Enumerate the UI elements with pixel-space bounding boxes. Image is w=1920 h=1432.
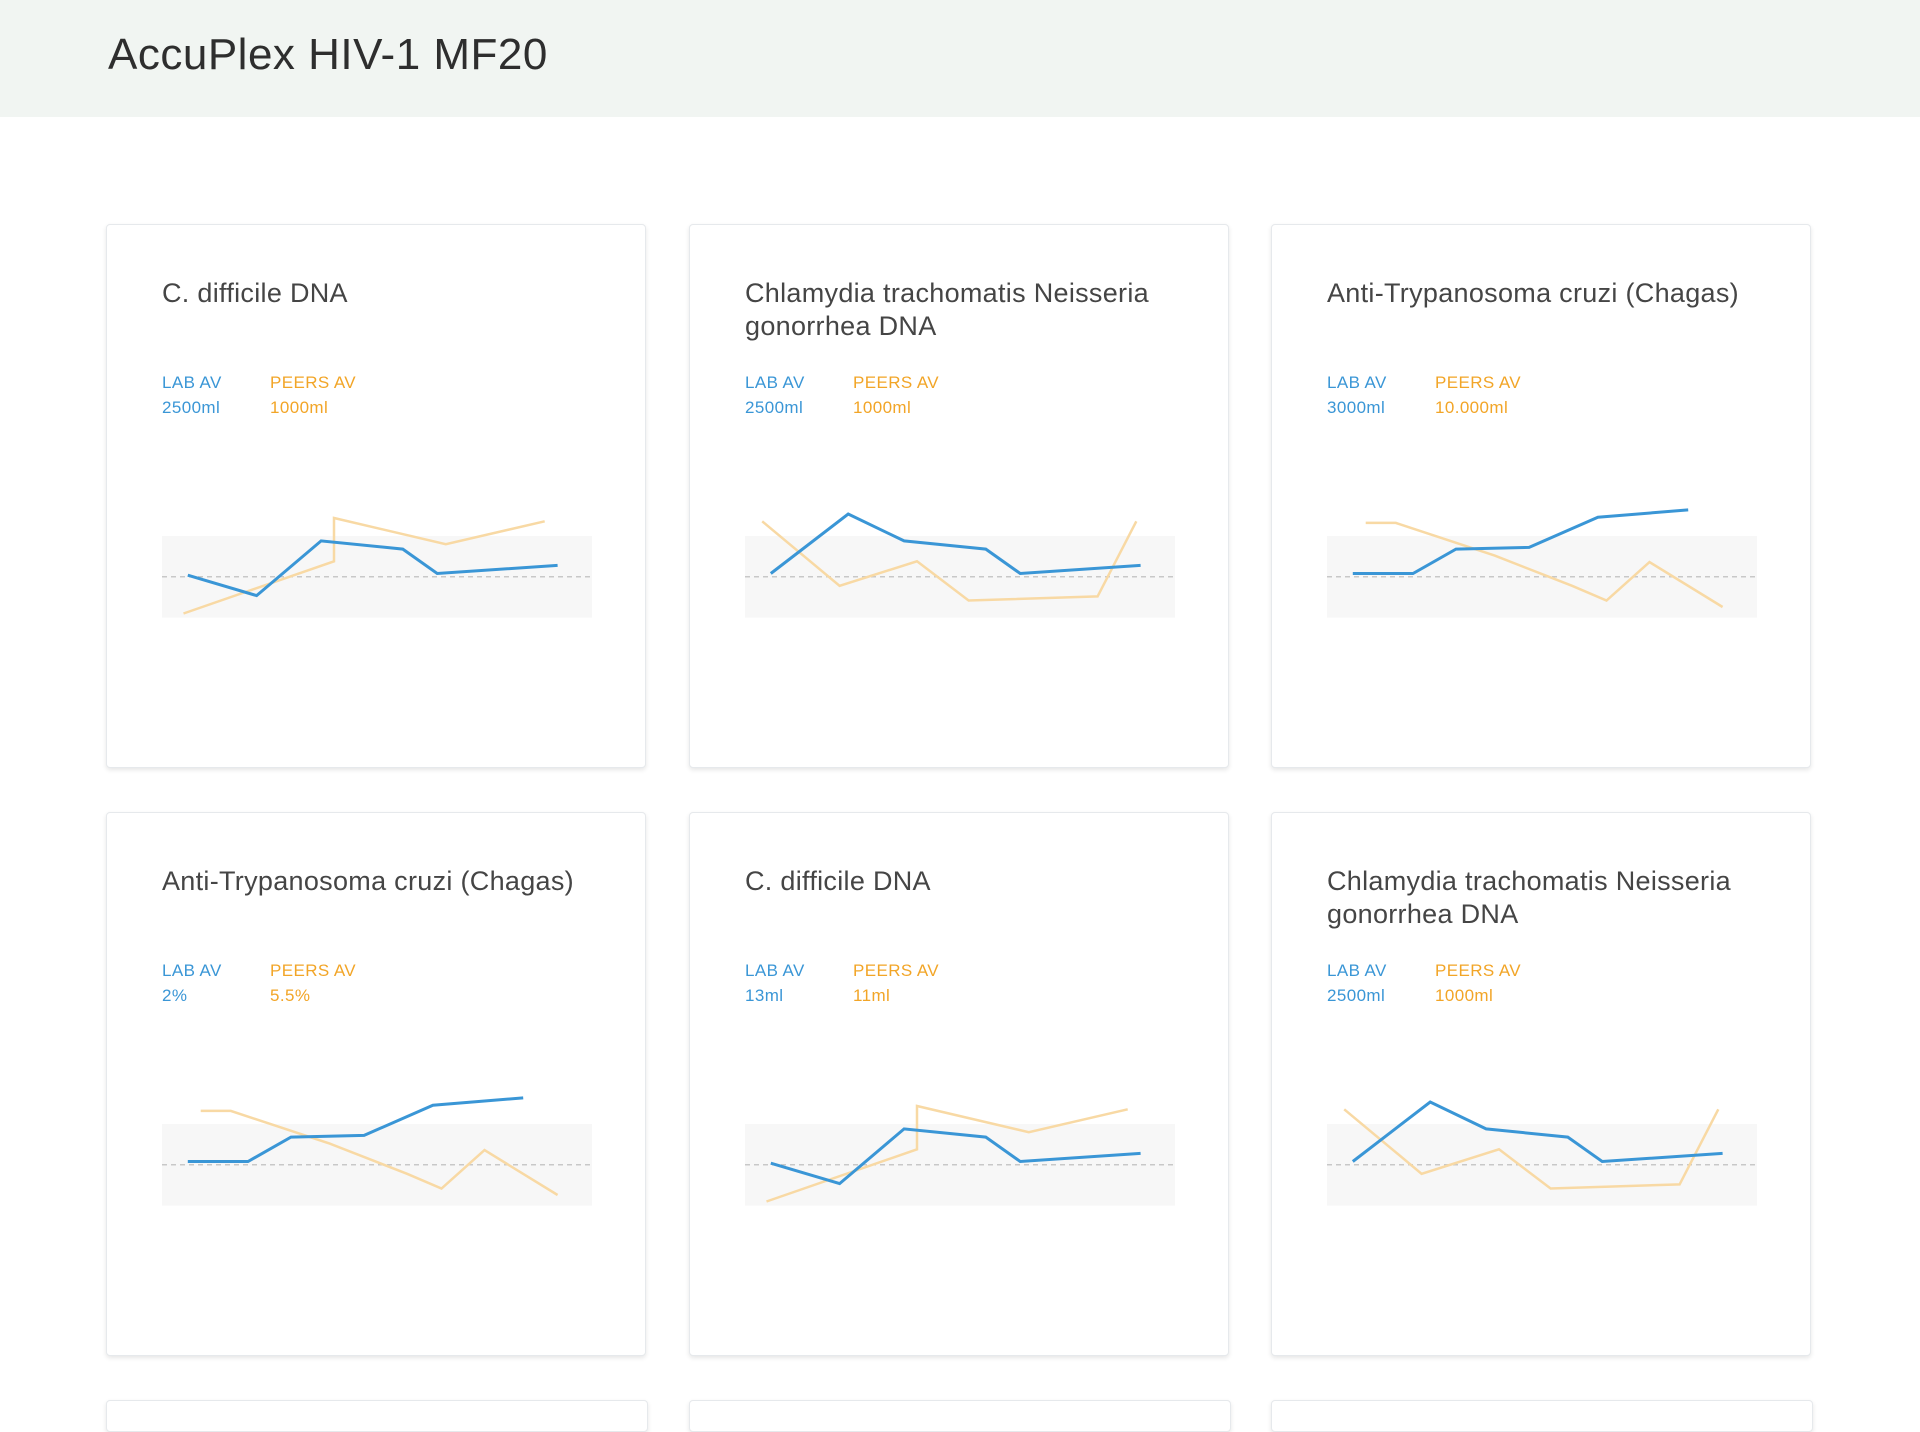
chart-card[interactable]: Anti-Trypanosoma cruzi (Chagas) LAB AV 3… [1271,224,1811,768]
peers-series-line [761,520,1138,602]
peers-average-value: 1000ml [270,398,329,417]
card-title: C. difficile DNA [162,278,348,308]
peers-average-value: 10.000ml [1435,398,1509,417]
lab-series-line [187,1096,524,1163]
peers-average-label: PEERS AV [853,961,940,980]
line-chart [162,1096,592,1206]
lab-average-label: LAB AV [1327,961,1387,980]
peers-series-line [1343,1108,1720,1190]
peers-average: PEERS AV 1000ml [1435,958,1521,1008]
lab-average-value: 2500ml [162,398,221,417]
peers-average-label: PEERS AV [1435,961,1522,980]
lab-series-line [1351,1100,1723,1164]
chart-card[interactable]: Chlamydia trachomatis Neisseria gonorrhe… [689,224,1229,768]
target-range-band [745,1124,1175,1206]
target-range-band [162,1124,592,1206]
lab-average: LAB AV 2% [162,958,222,1008]
peers-series-line [183,516,545,615]
peers-average-value: 1000ml [1435,986,1494,1005]
peers-average-label: PEERS AV [853,373,940,392]
peers-average-label: PEERS AV [270,961,357,980]
lab-series-line [769,512,1141,576]
line-chart [1327,508,1757,618]
card-title: Anti-Trypanosoma cruzi (Chagas) [1327,278,1739,308]
peers-series-line [200,1109,559,1197]
lab-average-value: 2% [162,986,188,1005]
line-chart [1327,1100,1757,1206]
peers-average-value: 5.5% [270,986,311,1005]
lab-series-line [1352,508,1689,575]
peers-average-value: 11ml [853,986,891,1005]
chart-card[interactable]: Chlamydia trachomatis Neisseria gonorrhe… [1271,812,1811,1356]
line-chart [745,512,1175,618]
chart-card-partial[interactable] [689,1400,1231,1432]
lab-average: LAB AV 2500ml [1327,958,1387,1008]
target-range-band [1327,536,1757,618]
card-title: C. difficile DNA [745,866,931,896]
line-chart [745,1104,1175,1206]
line-chart [162,516,592,618]
peers-average: PEERS AV 10.000ml [1435,370,1521,420]
lab-average-value: 13ml [745,986,784,1005]
lab-average-label: LAB AV [745,373,805,392]
peers-average-value: 1000ml [853,398,912,417]
lab-average: LAB AV 13ml [745,958,805,1008]
lab-average-label: LAB AV [1327,373,1387,392]
lab-series-line [187,539,558,598]
target-range-band [745,536,1175,618]
top-header-bar: AccuPlex HIV-1 MF20 [0,0,1920,117]
chart-card[interactable]: C. difficile DNA LAB AV 2500ml PEERS AV … [106,224,646,768]
target-range-band [1327,1124,1757,1206]
lab-average: LAB AV 3000ml [1327,370,1387,420]
peers-average-label: PEERS AV [270,373,357,392]
card-title: Anti-Trypanosoma cruzi (Chagas) [162,866,574,896]
lab-average-label: LAB AV [745,961,805,980]
lab-series-line [770,1127,1141,1186]
peers-average: PEERS AV 1000ml [270,370,356,420]
lab-average-value: 3000ml [1327,398,1386,417]
peers-series-line [1365,521,1724,609]
chart-card-partial[interactable] [106,1400,648,1432]
lab-average-label: LAB AV [162,373,222,392]
card-title: Chlamydia trachomatis Neisseria gonorrhe… [1327,866,1731,929]
chart-card[interactable]: C. difficile DNA LAB AV 13ml PEERS AV 11… [689,812,1229,1356]
peers-series-line [766,1104,1128,1203]
chart-card[interactable]: Anti-Trypanosoma cruzi (Chagas) LAB AV 2… [106,812,646,1356]
lab-average-value: 2500ml [745,398,804,417]
chart-card-partial[interactable] [1271,1400,1813,1432]
lab-average-value: 2500ml [1327,986,1386,1005]
peers-average: PEERS AV 1000ml [853,370,939,420]
target-range-band [162,536,592,618]
card-title: Chlamydia trachomatis Neisseria gonorrhe… [745,278,1149,341]
peers-average-label: PEERS AV [1435,373,1522,392]
peers-average: PEERS AV 11ml [853,958,939,1008]
lab-average-label: LAB AV [162,961,222,980]
page-title: AccuPlex HIV-1 MF20 [108,30,548,79]
lab-average: LAB AV 2500ml [745,370,805,420]
peers-average: PEERS AV 5.5% [270,958,356,1008]
lab-average: LAB AV 2500ml [162,370,222,420]
